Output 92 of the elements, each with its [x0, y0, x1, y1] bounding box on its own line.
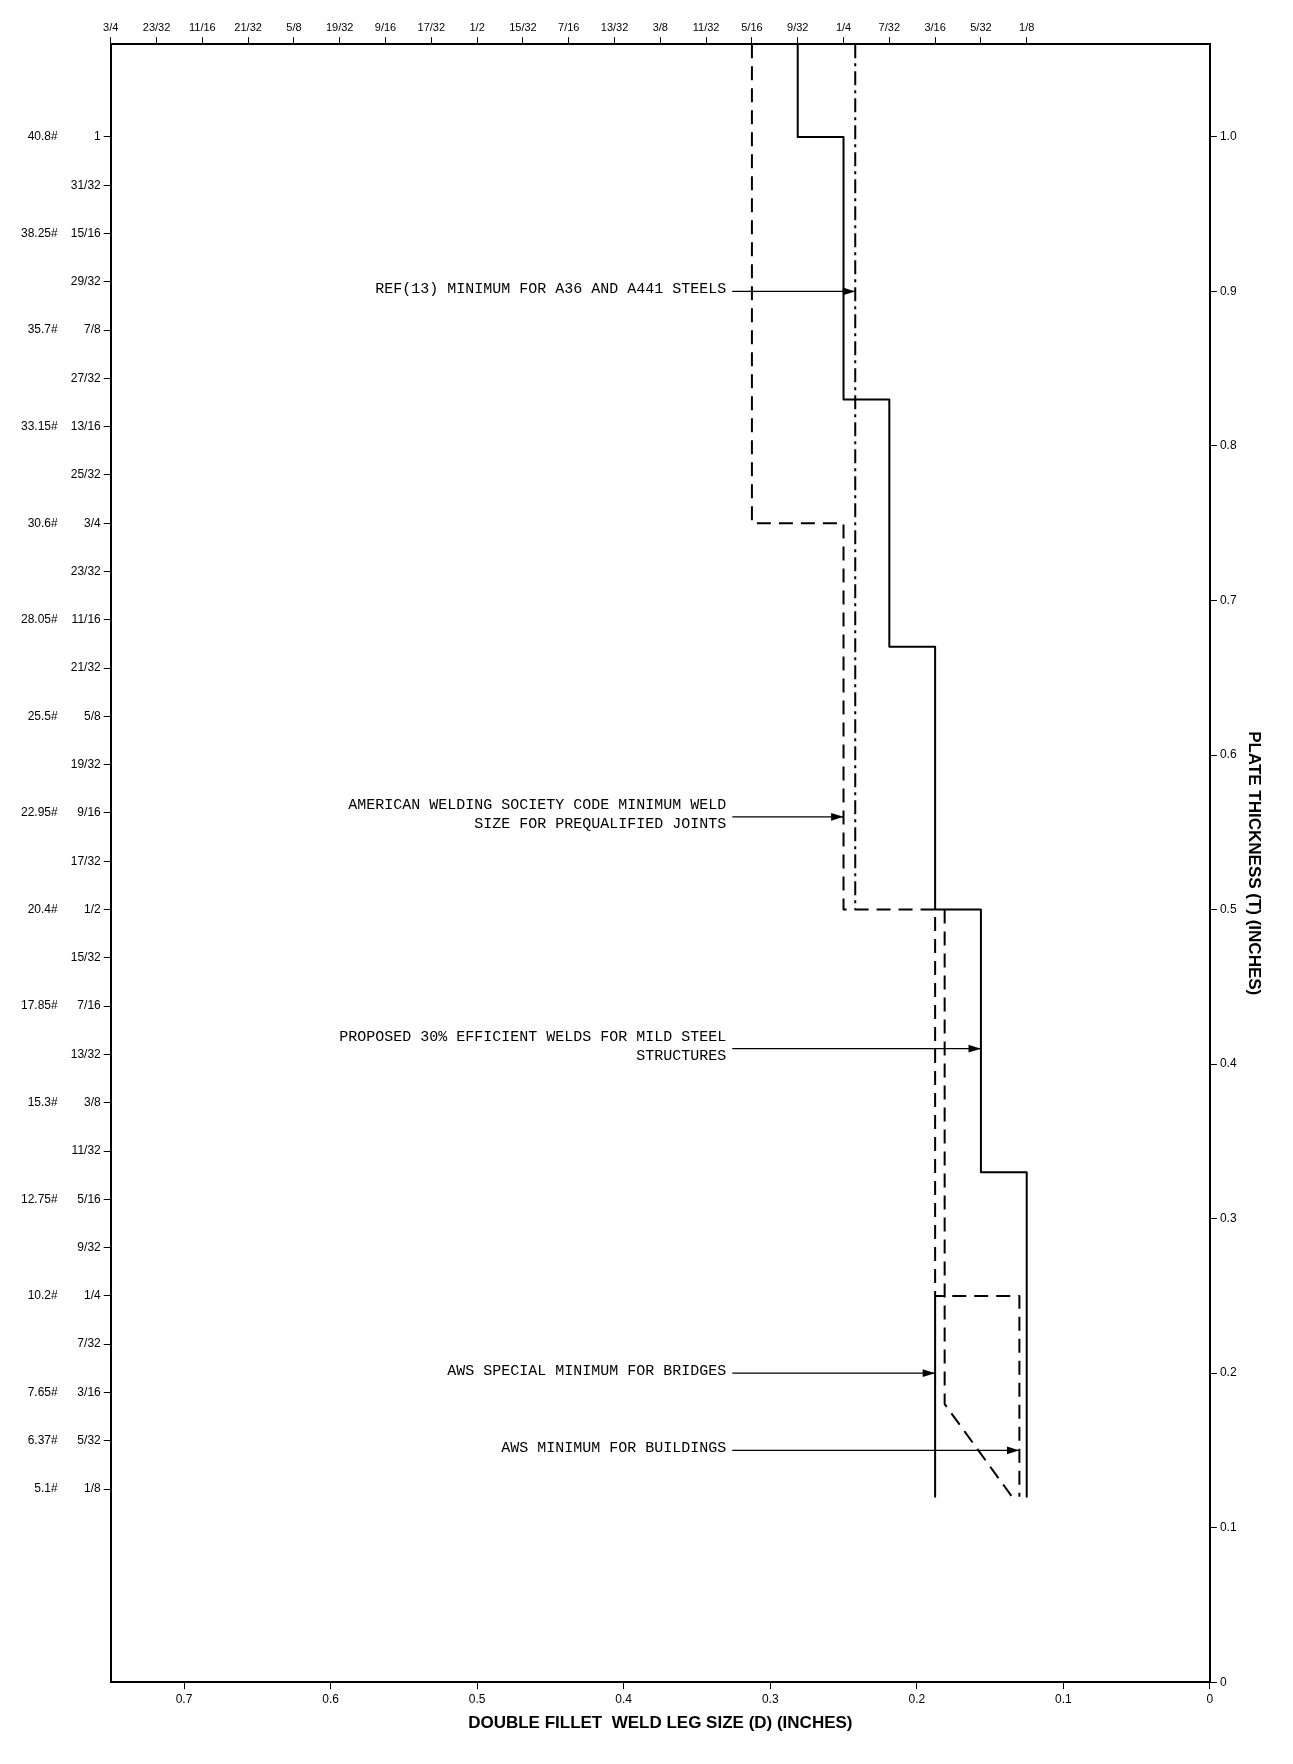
x2-tick-label: 3/4	[103, 20, 119, 33]
x2-tick-label: 1/4	[835, 20, 852, 33]
y2-tick-label: 7/32	[77, 1336, 102, 1351]
x2-tick-label: 7/16	[558, 20, 580, 33]
y2-tick-label: 3/16	[77, 1384, 102, 1399]
y2-tick-label: 27/32	[70, 370, 102, 385]
y3-tick-label: 7.65#	[27, 1384, 59, 1399]
y2-tick-label: 3/8	[84, 1095, 102, 1110]
y2-tick-label: 23/32	[70, 563, 102, 578]
y3-tick-label: 40.8#	[27, 129, 59, 144]
y2-tick-label: 15/16	[70, 225, 102, 240]
y3-tick-label: 33.15#	[21, 418, 59, 433]
x-tick-label: 0.5	[468, 1691, 486, 1706]
y2-tick-label: 1/2	[84, 901, 102, 916]
x-tick-label: 0.2	[908, 1691, 926, 1706]
y2-tick-label: 13/32	[70, 1046, 102, 1061]
y-tick-label: 0.4	[1219, 1056, 1237, 1071]
y2-tick-label: 31/32	[70, 177, 102, 192]
y2-tick-label: 1	[94, 129, 102, 144]
y2-tick-label: 11/32	[71, 1143, 102, 1158]
x-tick-label: 0.7	[175, 1691, 193, 1706]
y2-tick-label: 13/16	[70, 418, 102, 433]
y2-tick-label: 9/32	[77, 1239, 102, 1254]
x-tick-label: 0.1	[1055, 1691, 1073, 1706]
x2-tick-label: 11/16	[188, 20, 216, 33]
y3-tick-label: 30.6#	[27, 515, 59, 530]
y2-tick-label: 7/16	[77, 998, 102, 1013]
x2-tick-label: 19/32	[325, 20, 354, 33]
y2-tick-label: 17/32	[70, 853, 102, 868]
y2-tick-label: 3/4	[84, 515, 102, 530]
y3-tick-label: 35.7#	[27, 322, 59, 337]
x2-tick-label: 9/16	[374, 20, 397, 33]
y3-tick-label: 22.95#	[21, 805, 59, 820]
annotation: AWS MINIMUM FOR BUILDINGS	[501, 1440, 727, 1458]
x2-tick-label: 23/32	[142, 20, 171, 33]
x2-tick-label: 7/32	[878, 20, 901, 33]
y3-tick-label: 25.5#	[27, 708, 59, 723]
y-axis-title: PLATE THICKNESS (T) (INCHES)	[1245, 731, 1265, 996]
x2-tick-label: 5/32	[970, 20, 992, 33]
y-tick-label: 0.7	[1219, 592, 1237, 607]
y2-tick-label: 1/8	[84, 1481, 102, 1496]
y-tick-label: 1.0	[1219, 129, 1237, 144]
y3-tick-label: 15.3#	[27, 1095, 59, 1110]
y3-tick-label: 20.4#	[27, 901, 59, 916]
x2-tick-label: 17/32	[417, 20, 446, 33]
y2-tick-label: 11/16	[71, 612, 102, 627]
y3-tick-label: 38.25#	[21, 225, 59, 240]
y-tick-label: 0.5	[1219, 901, 1237, 916]
y2-tick-label: 21/32	[70, 660, 102, 675]
y3-tick-label: 5.1#	[34, 1481, 59, 1496]
y-tick-label: 0.9	[1219, 283, 1237, 298]
y2-tick-label: 15/32	[70, 950, 102, 965]
annotation: AWS SPECIAL MINIMUM FOR BRIDGES	[447, 1363, 727, 1381]
x-tick-label: 0.3	[761, 1691, 779, 1706]
y3-tick-label: 6.37#	[27, 1433, 59, 1448]
y2-tick-label: 9/16	[77, 805, 102, 820]
y-tick-label: 0.2	[1219, 1365, 1237, 1380]
y2-tick-label: 25/32	[70, 467, 102, 482]
x2-tick-label: 9/32	[787, 20, 809, 33]
x-tick-label: 0	[1206, 1691, 1214, 1706]
y-tick-label: 0.3	[1219, 1210, 1237, 1225]
y3-tick-label: 10.2#	[27, 1288, 59, 1303]
y-tick-label: 0	[1219, 1674, 1227, 1689]
y-tick-label: 0.6	[1219, 747, 1237, 762]
x2-tick-label: 3/8	[652, 20, 668, 33]
x-tick-label: 0.4	[615, 1691, 633, 1706]
x2-tick-label: 15/32	[509, 20, 537, 33]
x2-tick-label: 1/8	[1019, 20, 1035, 33]
annotation: AMERICAN WELDING SOCIETY CODE MINIMUM WELD SIZE FOR PREQUALIFIED JOINTS	[348, 797, 727, 834]
annotation: REF(13) MINIMUM FOR A36 AND A441 STEELS	[375, 281, 727, 299]
y2-tick-label: 1/4	[84, 1288, 102, 1303]
x2-tick-label: 21/32	[234, 20, 262, 33]
x2-tick-label: 3/16	[924, 20, 946, 33]
y3-tick-label: 28.05#	[21, 612, 59, 627]
y2-tick-label: 29/32	[70, 274, 102, 289]
y-tick-label: 0.1	[1219, 1519, 1237, 1534]
annotation: PROPOSED 30% EFFICIENT WELDS FOR MILD STEEL STRUCTURES	[339, 1029, 727, 1066]
x2-tick-label: 1/2	[469, 20, 485, 33]
y2-tick-label: 19/32	[70, 757, 102, 771]
x2-tick-label: 13/32	[600, 20, 629, 33]
y2-tick-label: 5/8	[84, 708, 102, 723]
y2-tick-label: 5/32	[77, 1433, 102, 1448]
x2-tick-label: 5/8	[286, 20, 302, 33]
x2-tick-label: 11/32	[692, 20, 720, 33]
x-axis-title: DOUBLE FILLET WELD LEG SIZE (D) (INCHES)	[468, 1713, 853, 1733]
y-tick-label: 0.8	[1219, 438, 1237, 453]
x2-tick-label: 5/16	[741, 20, 763, 33]
x-tick-label: 0.6	[322, 1691, 340, 1706]
y3-tick-label: 12.75#	[21, 1191, 59, 1206]
y2-tick-label: 5/16	[77, 1191, 102, 1206]
y3-tick-label: 17.85#	[21, 998, 59, 1013]
y2-tick-label: 7/8	[84, 322, 102, 337]
